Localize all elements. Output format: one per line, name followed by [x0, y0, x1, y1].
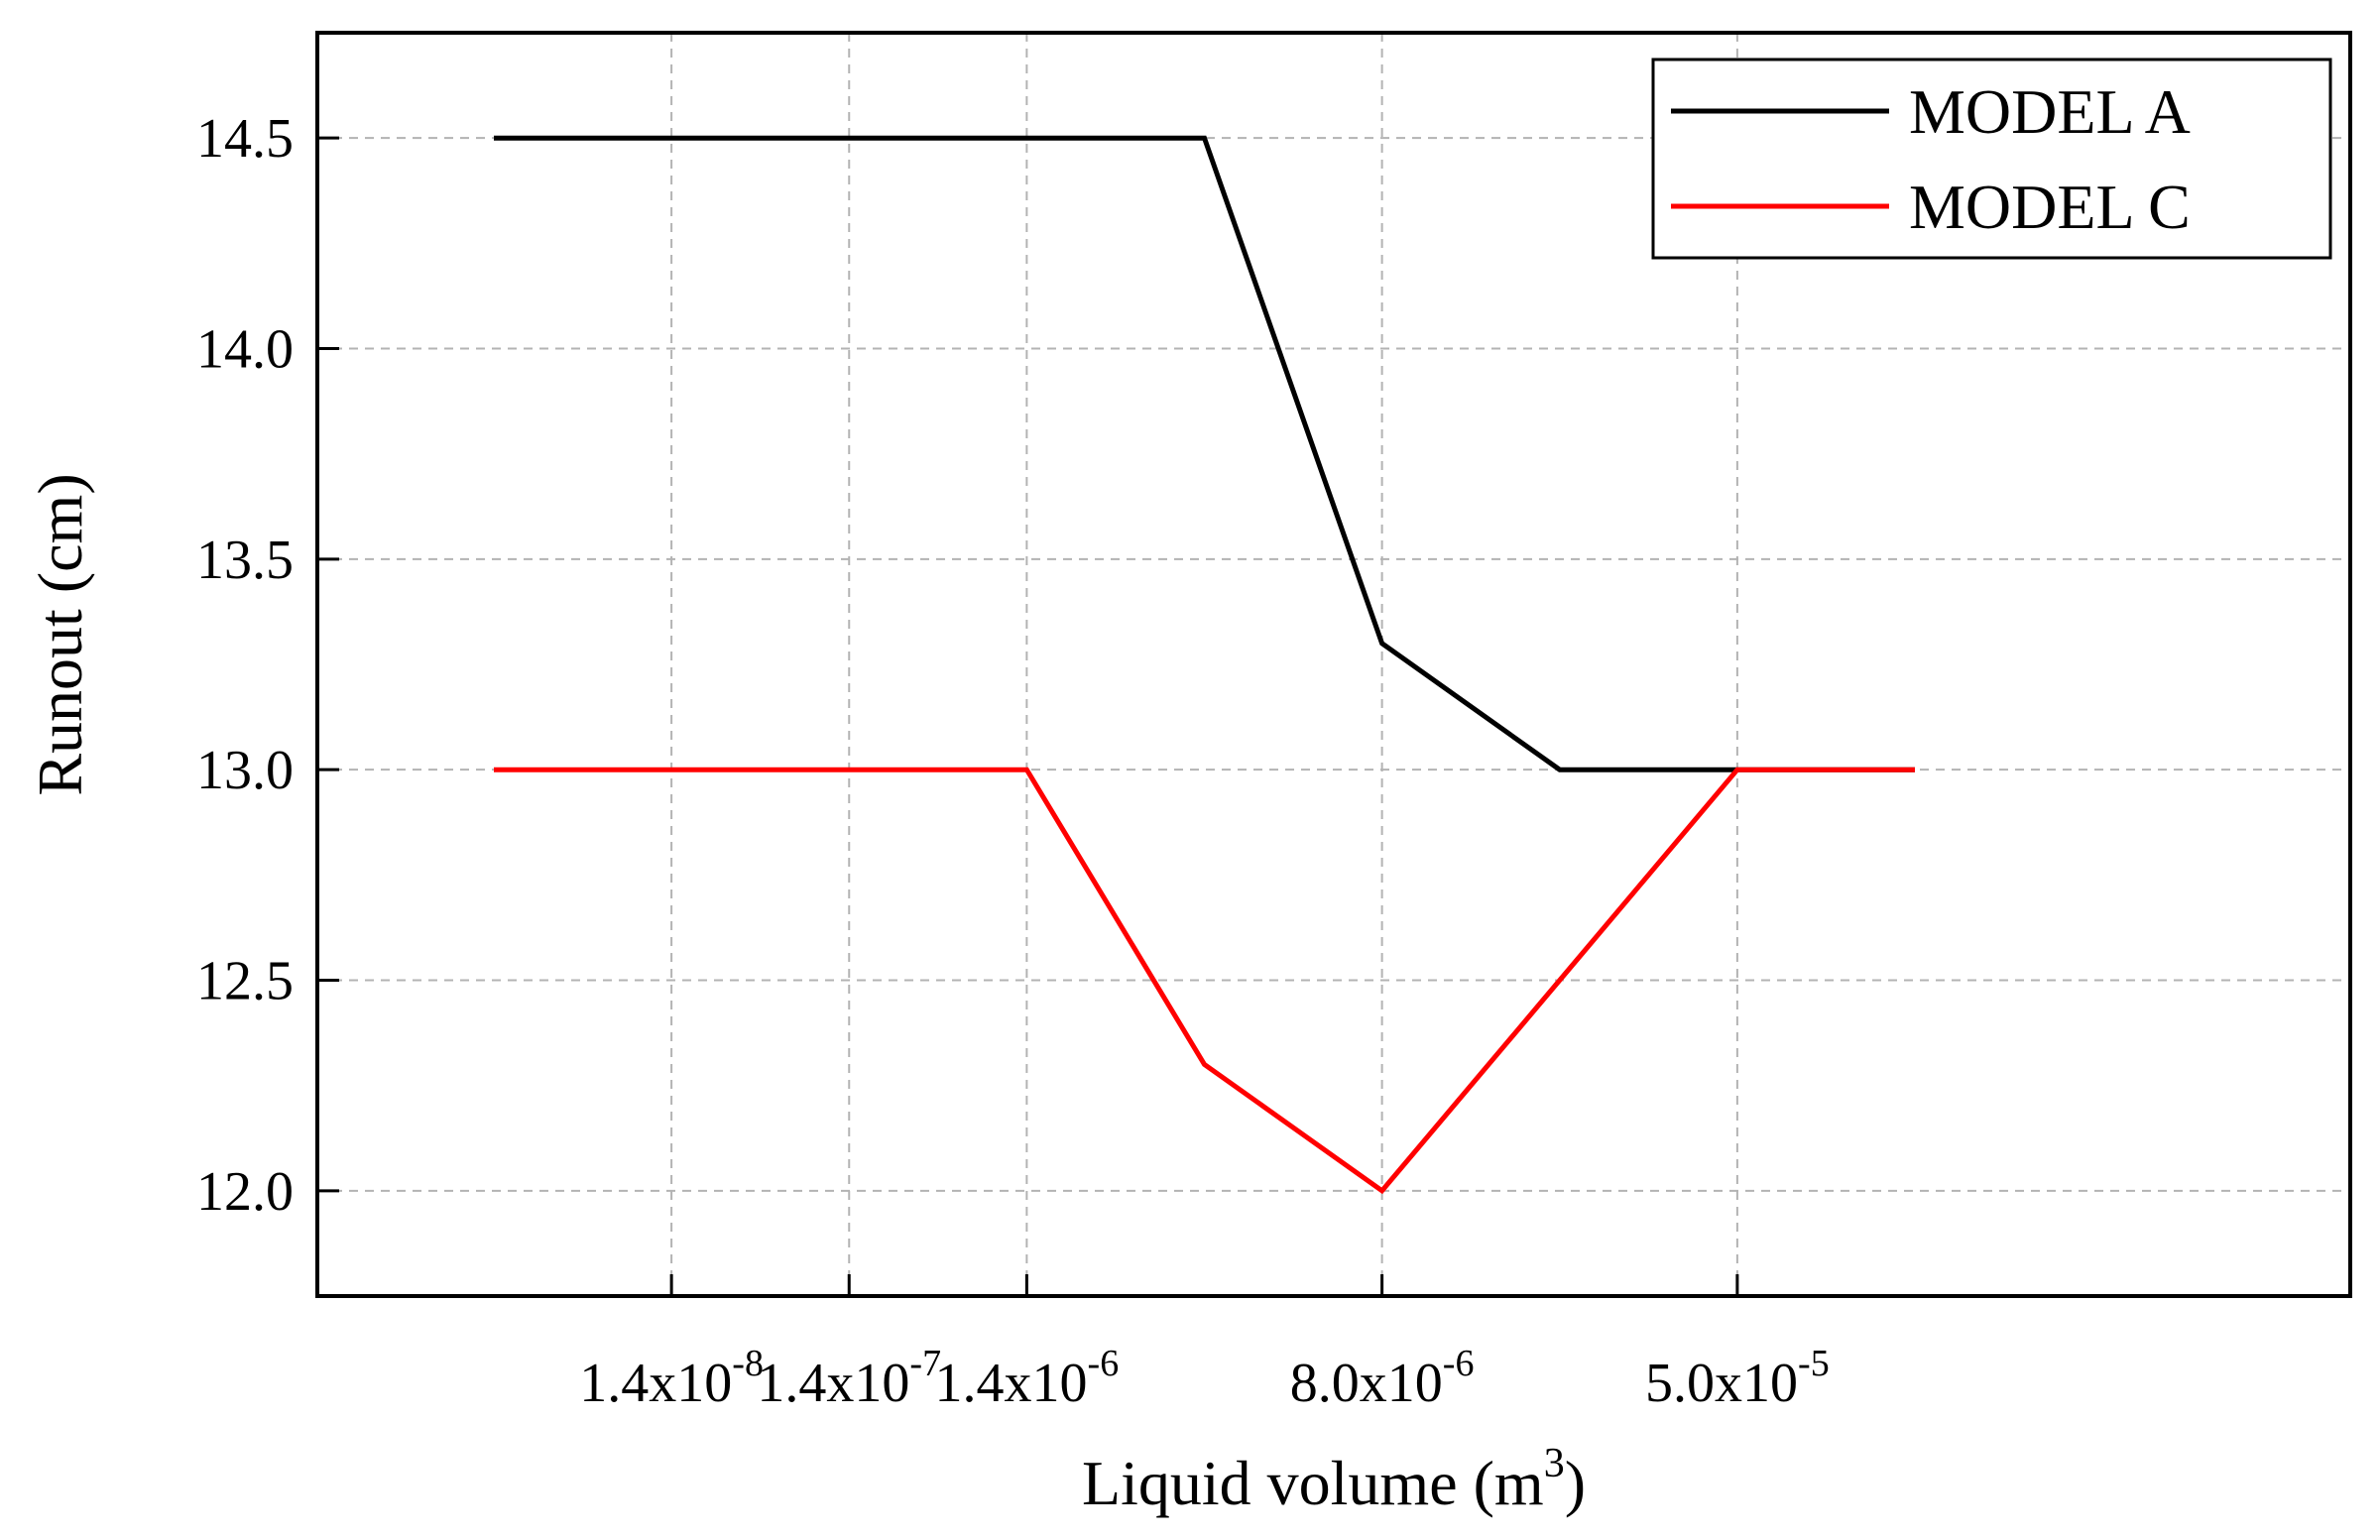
y-tick-label: 13.5	[196, 530, 294, 591]
x-axis: 1.4x10-81.4x10-71.4x10-6 8.0x10-6 5.0x10-5	[579, 1274, 1830, 1414]
series-lines	[494, 135, 1915, 1195]
y-tick-label: 12.0	[196, 1161, 294, 1223]
y-tick-label: 14.0	[196, 319, 294, 381]
y-axis-label: Runout (cm)	[25, 473, 95, 795]
legend: MODEL A MODEL C	[1651, 58, 2332, 260]
y-tick-label: 14.5	[196, 108, 294, 170]
x-tick-label: 1.4x10-8	[579, 1343, 764, 1414]
legend-box	[1651, 58, 2332, 260]
x-axis-label-text: Liquid volume (m	[1082, 1448, 1544, 1518]
series-line-model-a	[494, 135, 1915, 772]
x-axis-label-suffix: )	[1565, 1448, 1586, 1518]
x-axis-label: Liquid volume (m3)	[1082, 1441, 1586, 1518]
y-tick-label: 13.0	[196, 740, 294, 801]
plot-frame	[315, 31, 2352, 1298]
x-tick-label: 5.0x10-5	[1645, 1343, 1830, 1414]
x-tick-label: 1.4x10-7	[757, 1343, 941, 1414]
legend-label: MODEL C	[1909, 172, 2191, 242]
legend-label: MODEL A	[1909, 76, 2191, 147]
y-tick-label: 12.5	[196, 951, 294, 1012]
x-tick-label: 1.4x10-6	[935, 1343, 1120, 1414]
x-axis-label-superscript: 3	[1544, 1441, 1565, 1486]
y-axis: 12.0 12.5 13.0 13.5 14.0 14.5	[196, 108, 339, 1223]
x-tick-label: 8.0x10-6	[1290, 1343, 1475, 1414]
grid	[317, 33, 2350, 1296]
series-line-model-c	[494, 767, 1915, 1195]
